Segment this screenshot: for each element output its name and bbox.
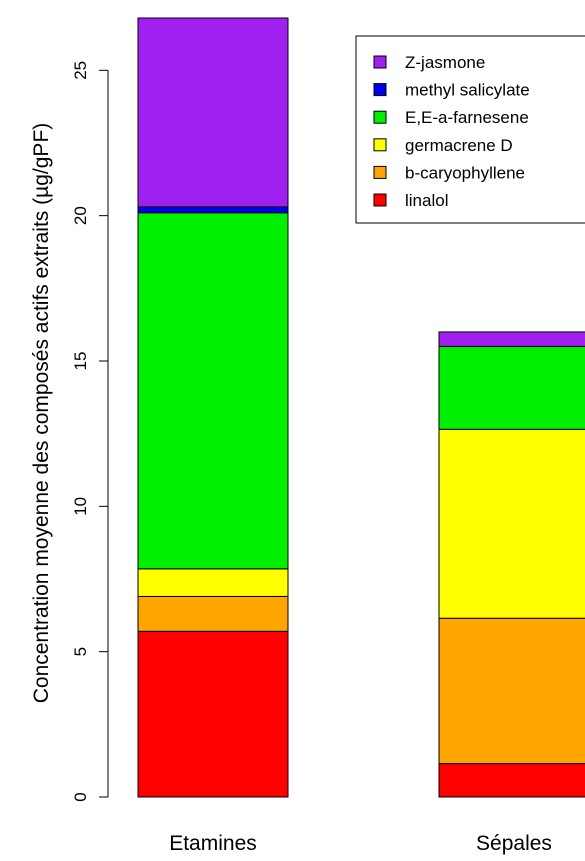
bar-segment-linalol-etamines <box>137 630 289 798</box>
category-labels: Etamines Sépales <box>169 832 552 855</box>
legend-box <box>355 35 585 224</box>
y-tick-label: 25 <box>71 61 90 80</box>
legend-swatch <box>373 83 387 97</box>
bar-segment-e-e-a-farnesene-s-pales <box>438 345 585 430</box>
legend-label: E,E-a-farnesene <box>405 108 529 127</box>
bar-segment-e-e-a-farnesene-etamines <box>137 212 289 570</box>
bar-segment-b-caryophyllene-s-pales <box>438 617 585 765</box>
bar-segment-z-jasmone-s-pales <box>438 331 585 347</box>
legend-swatch <box>373 193 387 207</box>
legend-swatch <box>373 110 387 124</box>
y-tick-label: 5 <box>71 647 90 656</box>
y-tick-label: 10 <box>71 497 90 516</box>
category-label: Etamines <box>169 832 257 855</box>
legend-swatch <box>373 165 387 179</box>
y-axis: 0 5 10 15 20 25 <box>71 61 109 802</box>
legend-label: germacrene D <box>405 136 513 155</box>
bar-segment-linalol-s-pales <box>438 763 585 798</box>
bar-segment-b-caryophyllene-etamines <box>137 595 289 632</box>
y-tick-label: 15 <box>71 352 90 371</box>
legend: Z-jasmone methyl salicylate E,E-a-farnesen… <box>355 35 585 224</box>
y-tick-label: 20 <box>71 206 90 225</box>
legend-label: methyl salicylate <box>405 81 530 100</box>
bars <box>137 17 585 798</box>
y-tick-label: 0 <box>71 792 90 801</box>
legend-label: b-caryophyllene <box>405 163 525 182</box>
bar-segment-z-jasmone-etamines <box>137 17 289 208</box>
category-label: Sépales <box>476 832 552 855</box>
y-axis-label: Concentration moyenne des composés actif… <box>30 123 53 704</box>
bar-segment-germacrene-d-s-pales <box>438 428 585 619</box>
bar-segment-germacrene-d-etamines <box>137 568 289 597</box>
bar-segment-methyl-salicylate-etamines <box>137 206 289 214</box>
legend-swatch <box>373 138 387 152</box>
legend-label: linalol <box>405 191 448 210</box>
legend-swatch <box>373 55 387 69</box>
legend-label: Z-jasmone <box>405 53 485 72</box>
